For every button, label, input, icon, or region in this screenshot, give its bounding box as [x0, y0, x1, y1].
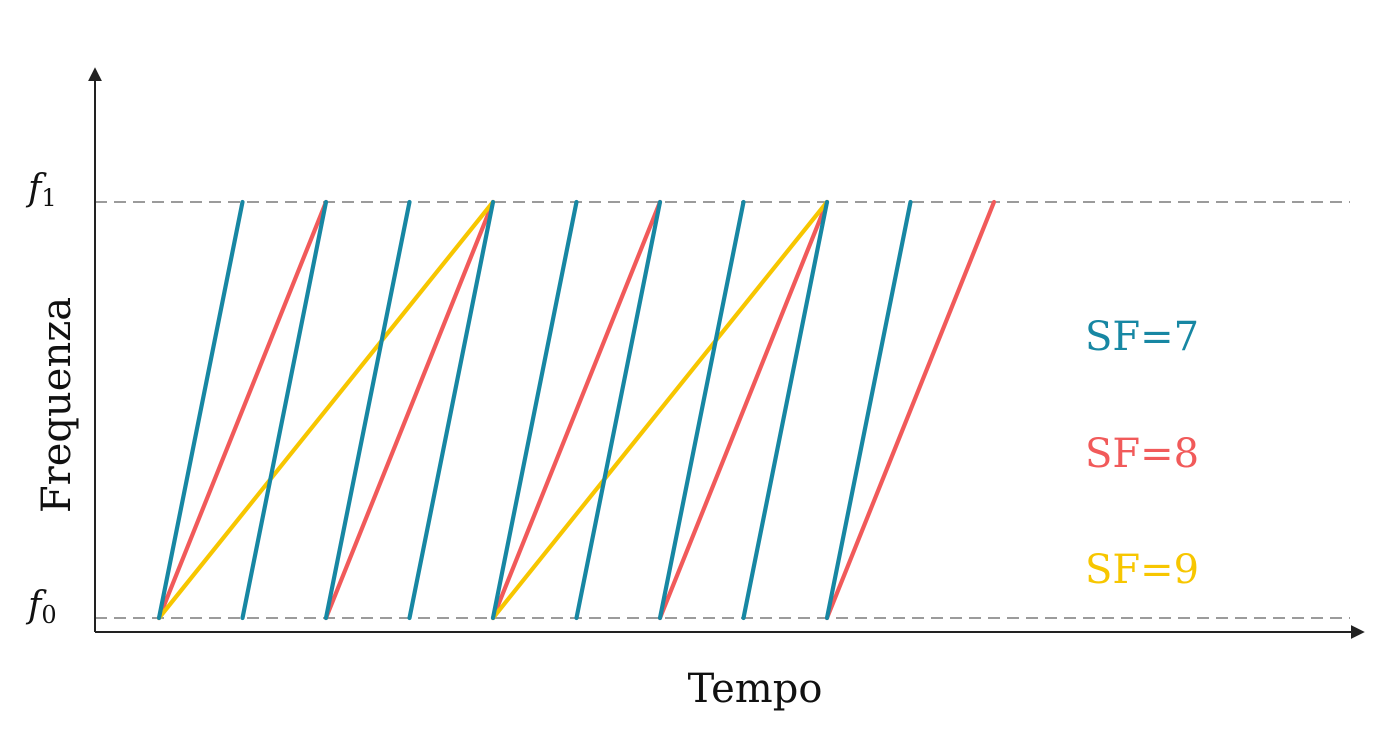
sf8-chirp-group — [156, 199, 997, 621]
sf7-chirp-group — [156, 199, 913, 621]
f1-label: f1 — [25, 168, 57, 212]
sf7-chirp — [323, 199, 412, 621]
sf8-chirp — [323, 199, 496, 621]
sf7-chirp — [741, 199, 830, 621]
sf7-chirp — [574, 199, 663, 621]
legend-sf8: SF=8 — [1085, 431, 1199, 477]
sf8-chirp — [657, 199, 830, 621]
sf7-chirp — [240, 199, 329, 621]
sf7-chirp — [156, 199, 245, 621]
sf8-chirp — [490, 199, 663, 621]
legend-sf7: SF=7 — [1085, 314, 1199, 360]
x-axis-title: Tempo — [688, 666, 823, 712]
sf7-chirp — [407, 199, 496, 621]
sf8-chirp — [156, 199, 329, 621]
sf8-chirp — [824, 199, 997, 621]
sf9-chirp — [490, 199, 830, 621]
sf9-chirp — [156, 199, 496, 621]
sf9-chirp-group — [156, 199, 830, 621]
sf7-chirp — [657, 199, 746, 621]
sf7-chirp — [490, 199, 579, 621]
legend-sf9: SF=9 — [1085, 547, 1199, 593]
y-axis-title: Frequenza — [34, 297, 80, 513]
f0-label: f0 — [25, 585, 57, 629]
sf7-chirp — [824, 199, 913, 621]
